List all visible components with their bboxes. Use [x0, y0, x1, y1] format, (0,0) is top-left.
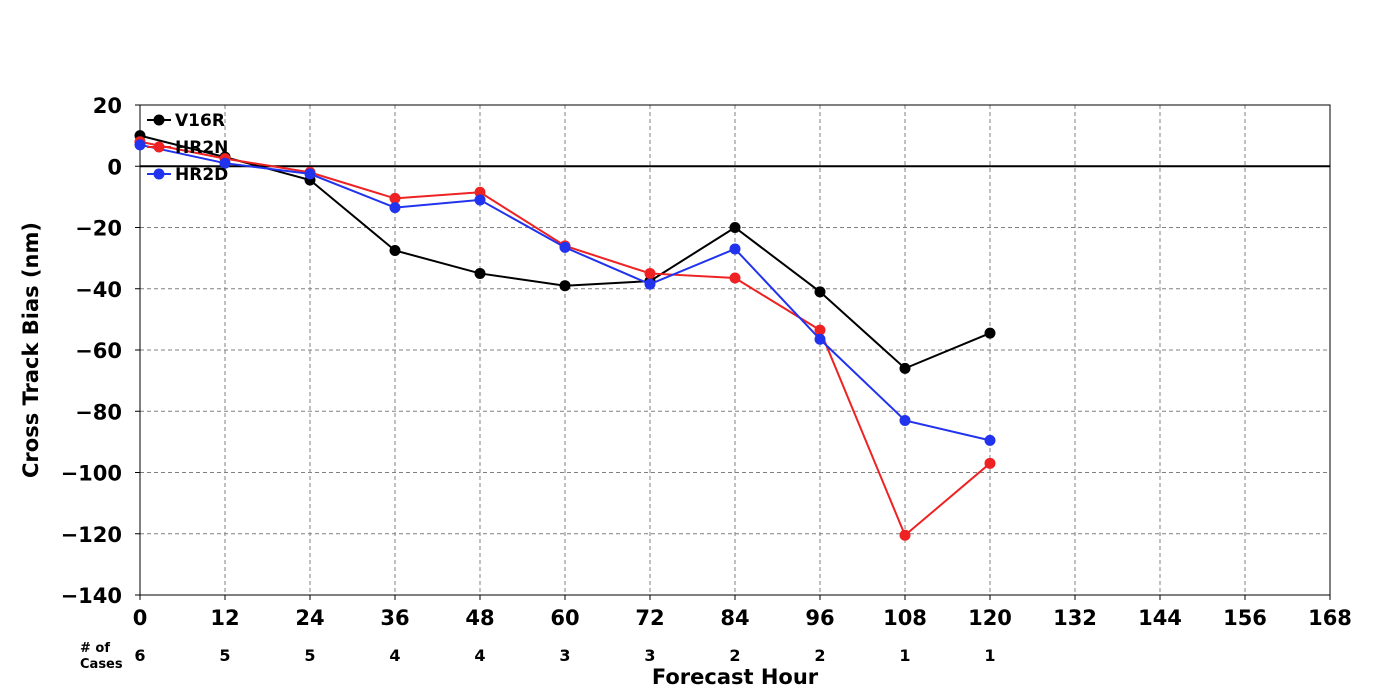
data-point — [729, 272, 741, 284]
x-tick-label: 120 — [968, 606, 1012, 630]
y-tick-label: −140 — [61, 584, 122, 608]
x-tick-label: 168 — [1308, 606, 1352, 630]
x-tick-label: 72 — [635, 606, 664, 630]
y-tick-label: 20 — [93, 94, 122, 118]
case-count: 1 — [984, 646, 995, 665]
series-hr2d — [134, 139, 996, 446]
data-point — [474, 267, 486, 279]
y-tick-label: 0 — [107, 155, 122, 179]
case-count: 2 — [814, 646, 825, 665]
cases-label: # of Cases — [80, 641, 123, 672]
cases-row: # of Cases 6 5 5 4 4 3 3 2 2 1 1 — [80, 641, 996, 672]
data-point — [899, 362, 911, 374]
data-point — [559, 241, 571, 253]
legend-entry-v16r: V16R — [147, 111, 225, 131]
y-axis-label: Cross Track Bias (nm) — [19, 222, 43, 478]
legend-marker — [153, 114, 165, 126]
data-point — [899, 414, 911, 426]
case-count: 2 — [729, 646, 740, 665]
x-tick-label: 96 — [805, 606, 834, 630]
y-tick-label: −20 — [75, 217, 122, 241]
legend-entry-hr2n: HR2N — [147, 138, 228, 158]
y-tick-label: −40 — [75, 278, 122, 302]
grid-lines — [140, 105, 1330, 595]
case-count: 1 — [899, 646, 910, 665]
x-tick-label: 48 — [465, 606, 494, 630]
data-point — [134, 139, 146, 151]
cases-label-line-2: Cases — [80, 657, 123, 672]
data-point — [389, 244, 401, 256]
x-axis-label: Forecast Hour — [652, 665, 819, 689]
legend-label: HR2N — [175, 138, 228, 158]
data-point — [644, 267, 656, 279]
y-tick-labels: 20 0 −20 −40 −60 −80 −100 −120 −140 — [61, 94, 140, 608]
data-point — [984, 434, 996, 446]
y-tick-label: −60 — [75, 339, 122, 363]
legend: V16R HR2N HR2D — [147, 111, 228, 185]
x-tick-label: 84 — [720, 606, 749, 630]
data-point — [559, 280, 571, 292]
case-count: 5 — [219, 646, 230, 665]
x-tick-label: 0 — [133, 606, 148, 630]
legend-marker — [153, 141, 165, 153]
x-tick-label: 144 — [1138, 606, 1182, 630]
case-count: 3 — [644, 646, 655, 665]
case-count: 4 — [474, 646, 485, 665]
case-count: 5 — [304, 646, 315, 665]
x-tick-labels: 0 12 24 36 48 60 72 84 96 108 120 132 144 156 168 — [133, 595, 1352, 630]
case-count: 4 — [389, 646, 400, 665]
x-tick-label: 156 — [1223, 606, 1267, 630]
y-tick-label: −120 — [61, 523, 122, 547]
data-point — [219, 157, 231, 169]
legend-entry-hr2d: HR2D — [147, 165, 228, 185]
cases-label-line-1: # of — [80, 641, 110, 656]
series-layer — [134, 130, 996, 541]
data-point — [474, 194, 486, 206]
data-point — [984, 457, 996, 469]
x-tick-label: 36 — [380, 606, 409, 630]
data-point — [984, 327, 996, 339]
legend-label: V16R — [175, 111, 225, 131]
x-tick-label: 108 — [883, 606, 927, 630]
data-point — [814, 324, 826, 336]
case-count: 3 — [559, 646, 570, 665]
data-point — [389, 202, 401, 214]
y-tick-label: −80 — [75, 400, 122, 424]
legend-marker — [153, 168, 165, 180]
x-tick-label: 132 — [1053, 606, 1097, 630]
data-point — [389, 192, 401, 204]
data-point — [729, 243, 741, 255]
x-tick-label: 24 — [295, 606, 324, 630]
y-tick-label: −100 — [61, 462, 122, 486]
case-count: 6 — [134, 646, 145, 665]
data-point — [729, 222, 741, 233]
x-tick-label: 60 — [550, 606, 579, 630]
data-point — [814, 333, 826, 345]
data-point — [814, 286, 826, 298]
data-point — [304, 168, 316, 180]
data-point — [474, 186, 486, 198]
data-point — [644, 278, 656, 290]
series-v16r — [134, 130, 996, 374]
legend-label: HR2D — [175, 165, 228, 185]
x-tick-label: 12 — [210, 606, 239, 630]
data-point — [899, 529, 911, 541]
